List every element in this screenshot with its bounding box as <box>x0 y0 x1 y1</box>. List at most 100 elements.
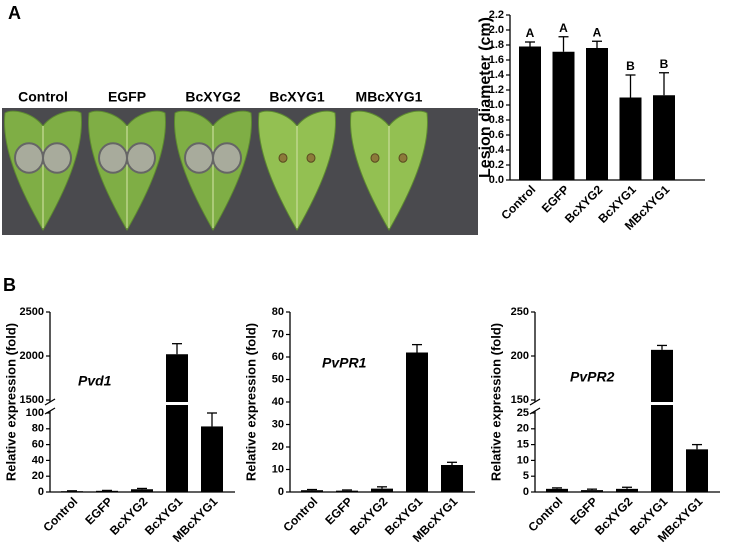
y-tick-label: 1.6 <box>489 54 504 66</box>
y-tick-label: 0 <box>523 486 529 498</box>
y-tick-label: 80 <box>272 306 284 318</box>
bar <box>552 51 575 180</box>
leaf-label: EGFP <box>108 89 146 105</box>
y-tick-label: 20 <box>517 423 529 435</box>
y-axis-label: Relative expression (fold) <box>488 323 503 481</box>
annotation: B <box>626 59 635 73</box>
y-axis-label: Lesion diameter (cm) <box>477 17 494 178</box>
leaf-label: MBcXYG1 <box>356 89 423 105</box>
y-tick-label: 25 <box>517 407 529 419</box>
lesion <box>42 142 72 174</box>
panel-label: B <box>3 275 16 295</box>
lesion <box>14 142 44 174</box>
bar <box>406 352 428 492</box>
bar <box>371 488 393 492</box>
bar <box>519 46 541 180</box>
y-tick-label: 50 <box>272 373 284 385</box>
y-tick-label: 15 <box>517 439 529 451</box>
leaf-label: BcXYG2 <box>185 89 240 105</box>
y-tick-label: 1500 <box>20 394 44 406</box>
lesion <box>98 142 128 174</box>
y-tick-label: 250 <box>511 306 529 318</box>
y-tick-label: 70 <box>272 328 284 340</box>
y-tick-label: 1.4 <box>489 69 505 81</box>
y-tick-label: 30 <box>272 418 284 430</box>
panel-label: A <box>8 3 21 23</box>
bar <box>336 490 358 492</box>
lesion <box>126 142 156 174</box>
bar-break <box>165 402 189 405</box>
bar <box>166 354 188 492</box>
x-tick-label: Control <box>280 494 320 534</box>
bar <box>619 97 642 180</box>
y-tick-label: 80 <box>32 423 44 435</box>
bar <box>96 490 118 492</box>
y-tick-label: 0 <box>278 486 284 498</box>
x-tick-label: Control <box>498 182 538 222</box>
y-tick-label: 0.4 <box>489 144 505 156</box>
annotation: A <box>559 21 568 35</box>
y-tick-label: 150 <box>511 394 529 406</box>
lesion <box>398 153 408 163</box>
y-tick-label: 60 <box>32 439 44 451</box>
chart-title: PvPR2 <box>570 369 615 385</box>
bar <box>546 488 568 492</box>
x-tick-label: EGFP <box>82 494 115 527</box>
annotation: A <box>593 25 602 39</box>
chart-title: PvPR1 <box>322 355 367 371</box>
y-axis-label: Relative expression (fold) <box>243 323 258 481</box>
leaf-photo <box>2 108 478 235</box>
y-tick-label: 60 <box>272 351 284 363</box>
bar-break <box>650 402 674 405</box>
y-tick-label: 0.6 <box>489 129 504 141</box>
bar <box>653 95 675 180</box>
x-tick-label: EGFP <box>322 494 355 527</box>
x-tick-label: Control <box>40 494 80 534</box>
y-tick-label: 2500 <box>20 306 44 318</box>
y-axis-label: Relative expression (fold) <box>3 323 18 481</box>
bar <box>586 48 608 180</box>
x-tick-label: EGFP <box>567 494 600 527</box>
lesion <box>370 153 380 163</box>
y-tick-label: 100 <box>26 407 44 419</box>
lesion <box>184 142 214 174</box>
lesion <box>278 153 288 163</box>
y-tick-label: 0.0 <box>489 174 504 186</box>
y-tick-label: 2000 <box>20 350 44 362</box>
y-tick-label: 1.2 <box>489 84 504 96</box>
annotation: B <box>660 57 669 71</box>
y-tick-label: 0 <box>38 486 44 498</box>
y-tick-label: 200 <box>511 350 529 362</box>
bar <box>61 491 83 492</box>
axis-break <box>529 398 541 406</box>
y-tick-label: 40 <box>272 396 284 408</box>
bar <box>581 490 603 492</box>
y-tick-label: 20 <box>32 470 44 482</box>
y-tick-label: 1.0 <box>489 99 504 111</box>
y-tick-label: 1.8 <box>489 39 504 51</box>
y-tick-label: 10 <box>272 463 284 475</box>
bar <box>201 426 223 492</box>
x-tick-label: Control <box>525 494 565 534</box>
bar <box>301 490 323 492</box>
bar <box>651 349 673 492</box>
lesion <box>306 153 316 163</box>
y-tick-label: 0.2 <box>489 159 504 171</box>
y-tick-label: 20 <box>272 441 284 453</box>
y-tick-label: 2.0 <box>489 24 504 36</box>
bar <box>616 488 638 492</box>
lesion <box>212 142 242 174</box>
bar <box>686 449 708 492</box>
y-tick-label: 40 <box>32 454 44 466</box>
bar <box>131 489 153 492</box>
chart-title: Pvd1 <box>78 373 112 389</box>
leaf-label: BcXYG1 <box>269 89 324 105</box>
y-tick-label: 5 <box>523 470 529 482</box>
annotation: A <box>526 26 535 40</box>
leaf-label: Control <box>18 89 68 105</box>
bar <box>441 465 463 492</box>
axis-break <box>44 398 56 406</box>
y-tick-label: 10 <box>517 454 529 466</box>
y-tick-label: 0.8 <box>489 114 504 126</box>
